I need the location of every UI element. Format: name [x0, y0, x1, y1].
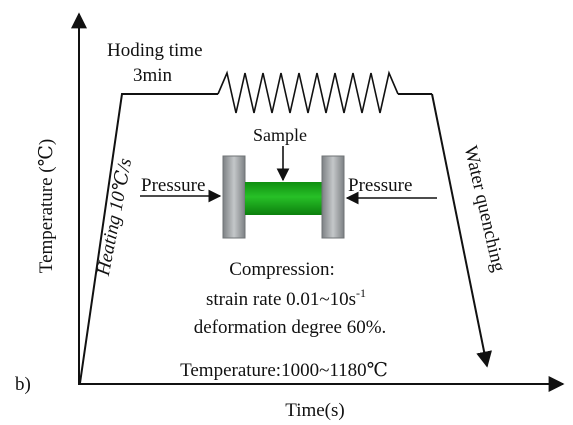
right-anvil — [321, 155, 345, 239]
temperature-range-label: Temperature:1000~1180℃ — [180, 360, 388, 381]
strain-rate-line: strain rate 0.01~10s-1 — [206, 286, 366, 310]
compression-title: Compression: — [229, 259, 335, 280]
deformation-degree-label: deformation degree 60%. — [194, 317, 387, 338]
heating-curve — [79, 93, 218, 384]
quenching-curve — [431, 93, 492, 368]
heating-rate-label: Heating 10℃/s — [93, 157, 136, 279]
holding-duration-label: 3min — [133, 65, 173, 86]
x-axis-label: Time(s) — [285, 400, 344, 421]
sample-label: Sample — [253, 125, 307, 145]
left-anvil — [222, 155, 246, 239]
quenching-label: Water quenching — [460, 144, 510, 275]
panel-label: b) — [15, 374, 31, 395]
right-pressure-label: Pressure — [348, 175, 412, 196]
deformation-zigzag — [217, 70, 399, 114]
left-pressure-label: Pressure — [141, 175, 205, 196]
strain-rate-text: strain rate 0.01~10s — [206, 289, 356, 310]
y-axis-label: Temperature (℃) — [36, 139, 57, 273]
holding-time-label: Hoding time — [107, 40, 203, 61]
strain-rate-exponent: -1 — [356, 286, 366, 300]
sample — [245, 182, 322, 215]
